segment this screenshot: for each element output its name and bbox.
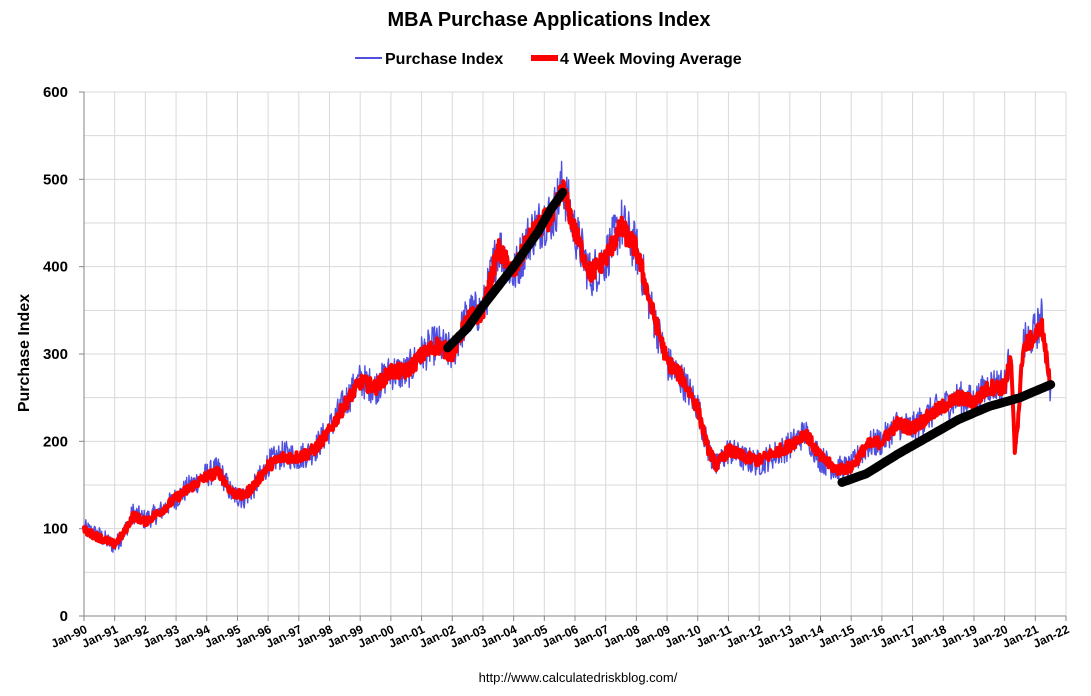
y-tick-label: 200 bbox=[43, 433, 68, 450]
y-tick-label: 500 bbox=[43, 171, 68, 188]
y-tick-label: 600 bbox=[43, 84, 68, 101]
x-tick-labels: Jan-90Jan-91Jan-92Jan-93Jan-94Jan-95Jan-… bbox=[49, 622, 1072, 651]
y-axis-label: Purchase Index bbox=[16, 294, 33, 412]
y-tick-labels: 0 100 200 300 400 500 600 bbox=[43, 84, 68, 625]
gridlines bbox=[84, 91, 1067, 617]
trend-line bbox=[837, 380, 1056, 487]
axes bbox=[79, 91, 1067, 621]
y-tick-label: 400 bbox=[43, 259, 68, 276]
y-tick-label: 300 bbox=[43, 346, 68, 363]
y-tick-label: 100 bbox=[43, 521, 68, 538]
legend-label-moving-average: 4 Week Moving Average bbox=[560, 51, 742, 68]
series-line-moving-average bbox=[82, 179, 1053, 550]
chart-title: MBA Purchase Applications Index bbox=[387, 9, 710, 31]
x-tick-label: Jan-22 bbox=[1031, 622, 1072, 651]
y-tick-label: 0 bbox=[60, 608, 68, 625]
source-url: http://www.calculatedriskblog.com/ bbox=[479, 670, 678, 685]
legend-label-purchase-index: Purchase Index bbox=[385, 51, 503, 68]
trend-line bbox=[443, 187, 568, 353]
legend: Purchase Index 4 Week Moving Average bbox=[355, 51, 742, 68]
data-series bbox=[82, 160, 1056, 553]
